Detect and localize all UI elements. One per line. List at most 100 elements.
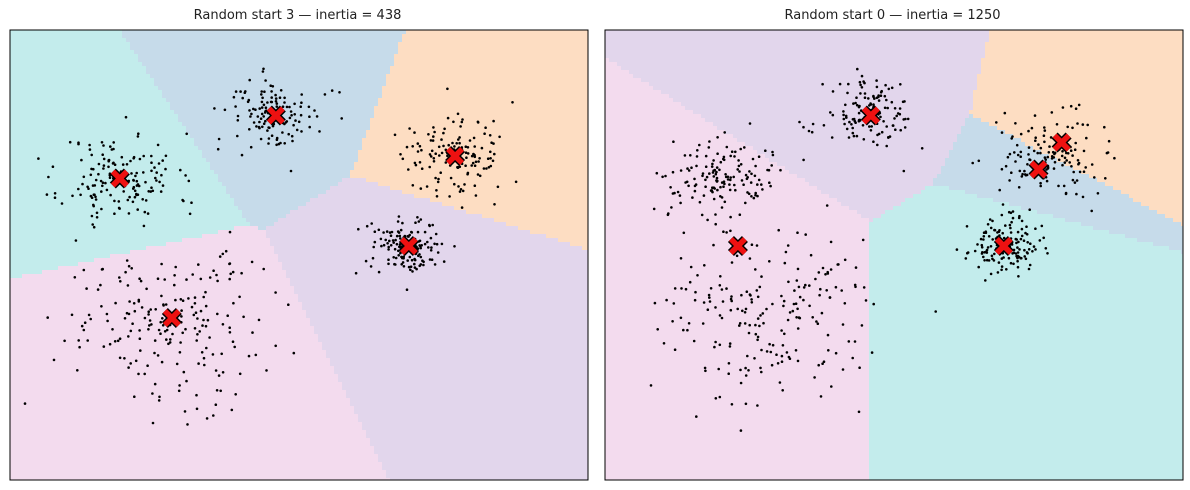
region-cell xyxy=(605,382,870,387)
data-point xyxy=(1049,136,1053,139)
data-point xyxy=(418,161,422,164)
data-point xyxy=(1048,145,1051,148)
data-point xyxy=(133,395,136,399)
data-point xyxy=(670,206,673,209)
data-point xyxy=(202,356,206,360)
data-point xyxy=(765,350,769,353)
data-point xyxy=(708,172,711,175)
data-point xyxy=(94,195,97,199)
region-cell xyxy=(605,282,870,287)
region-cell xyxy=(266,226,519,231)
data-point xyxy=(386,242,389,245)
data-point xyxy=(126,284,130,287)
data-point xyxy=(723,200,727,204)
region-cell xyxy=(609,58,982,63)
data-point xyxy=(188,212,192,216)
data-point xyxy=(808,284,811,287)
data-point xyxy=(1076,122,1079,125)
data-point xyxy=(1003,111,1007,115)
region-cell xyxy=(605,478,870,480)
data-point xyxy=(662,342,666,345)
region-cell xyxy=(166,98,379,103)
region-cell xyxy=(162,94,383,99)
data-point xyxy=(739,368,742,372)
data-point xyxy=(399,251,402,255)
region-cell xyxy=(226,190,327,195)
region-cell xyxy=(10,346,323,351)
data-point xyxy=(706,218,709,222)
data-point xyxy=(679,257,683,260)
region-cell xyxy=(605,414,870,419)
region-cell xyxy=(10,354,327,359)
region-cell xyxy=(869,350,1183,355)
region-cell xyxy=(378,98,588,103)
region-cell xyxy=(869,258,1183,263)
data-point xyxy=(796,359,800,363)
data-point xyxy=(396,230,400,233)
data-point xyxy=(300,101,303,104)
data-point xyxy=(855,134,859,138)
data-point xyxy=(721,300,725,303)
region-cell xyxy=(985,46,1183,51)
region-cell xyxy=(605,374,870,379)
data-point xyxy=(221,252,225,256)
region-cell xyxy=(1181,222,1183,227)
data-point xyxy=(1012,248,1016,252)
data-point xyxy=(159,332,162,336)
data-point xyxy=(841,323,845,326)
region-cell xyxy=(1121,190,1183,195)
data-point xyxy=(791,309,795,313)
data-point xyxy=(357,227,360,231)
data-point xyxy=(1038,239,1042,242)
data-point xyxy=(1082,149,1086,153)
data-point xyxy=(715,166,719,169)
region-cell xyxy=(753,146,954,151)
data-point xyxy=(990,254,994,258)
data-point xyxy=(730,299,733,303)
data-point xyxy=(1075,179,1079,182)
region-cell xyxy=(10,314,307,319)
data-point xyxy=(95,216,99,219)
region-cell xyxy=(949,186,1114,191)
data-point xyxy=(1066,152,1070,155)
region-cell xyxy=(94,258,279,263)
data-point xyxy=(388,239,391,243)
region-cell xyxy=(386,78,588,83)
data-point xyxy=(1015,143,1019,147)
data-point xyxy=(489,150,492,154)
data-point xyxy=(701,322,705,325)
data-point xyxy=(652,207,656,211)
data-point xyxy=(82,268,86,272)
region-cell xyxy=(869,318,1183,323)
data-point xyxy=(1040,224,1044,228)
data-point xyxy=(1016,230,1020,234)
region-cell xyxy=(605,174,798,179)
data-point xyxy=(887,136,890,139)
data-point xyxy=(173,283,176,287)
data-point xyxy=(300,93,304,96)
region-cell xyxy=(382,462,588,467)
data-point xyxy=(708,300,712,303)
region-cell xyxy=(386,82,588,87)
data-point xyxy=(1023,255,1026,258)
centroid-marker xyxy=(1028,159,1049,180)
data-point xyxy=(690,166,693,169)
data-point xyxy=(739,163,743,166)
region-cell xyxy=(10,310,307,315)
data-point xyxy=(7,296,10,299)
data-point xyxy=(729,215,732,219)
region-cell xyxy=(398,50,588,55)
data-point xyxy=(162,304,165,307)
region-cell xyxy=(274,222,507,227)
data-point xyxy=(428,223,431,227)
region-cell xyxy=(1089,174,1183,179)
region-cell xyxy=(10,30,123,35)
data-point xyxy=(266,129,269,132)
data-point xyxy=(113,212,116,215)
region-cell xyxy=(969,110,1183,115)
data-point xyxy=(389,244,393,247)
data-point xyxy=(201,324,204,327)
region-cell xyxy=(605,42,986,47)
data-point xyxy=(988,218,992,221)
region-cell xyxy=(993,198,1134,203)
